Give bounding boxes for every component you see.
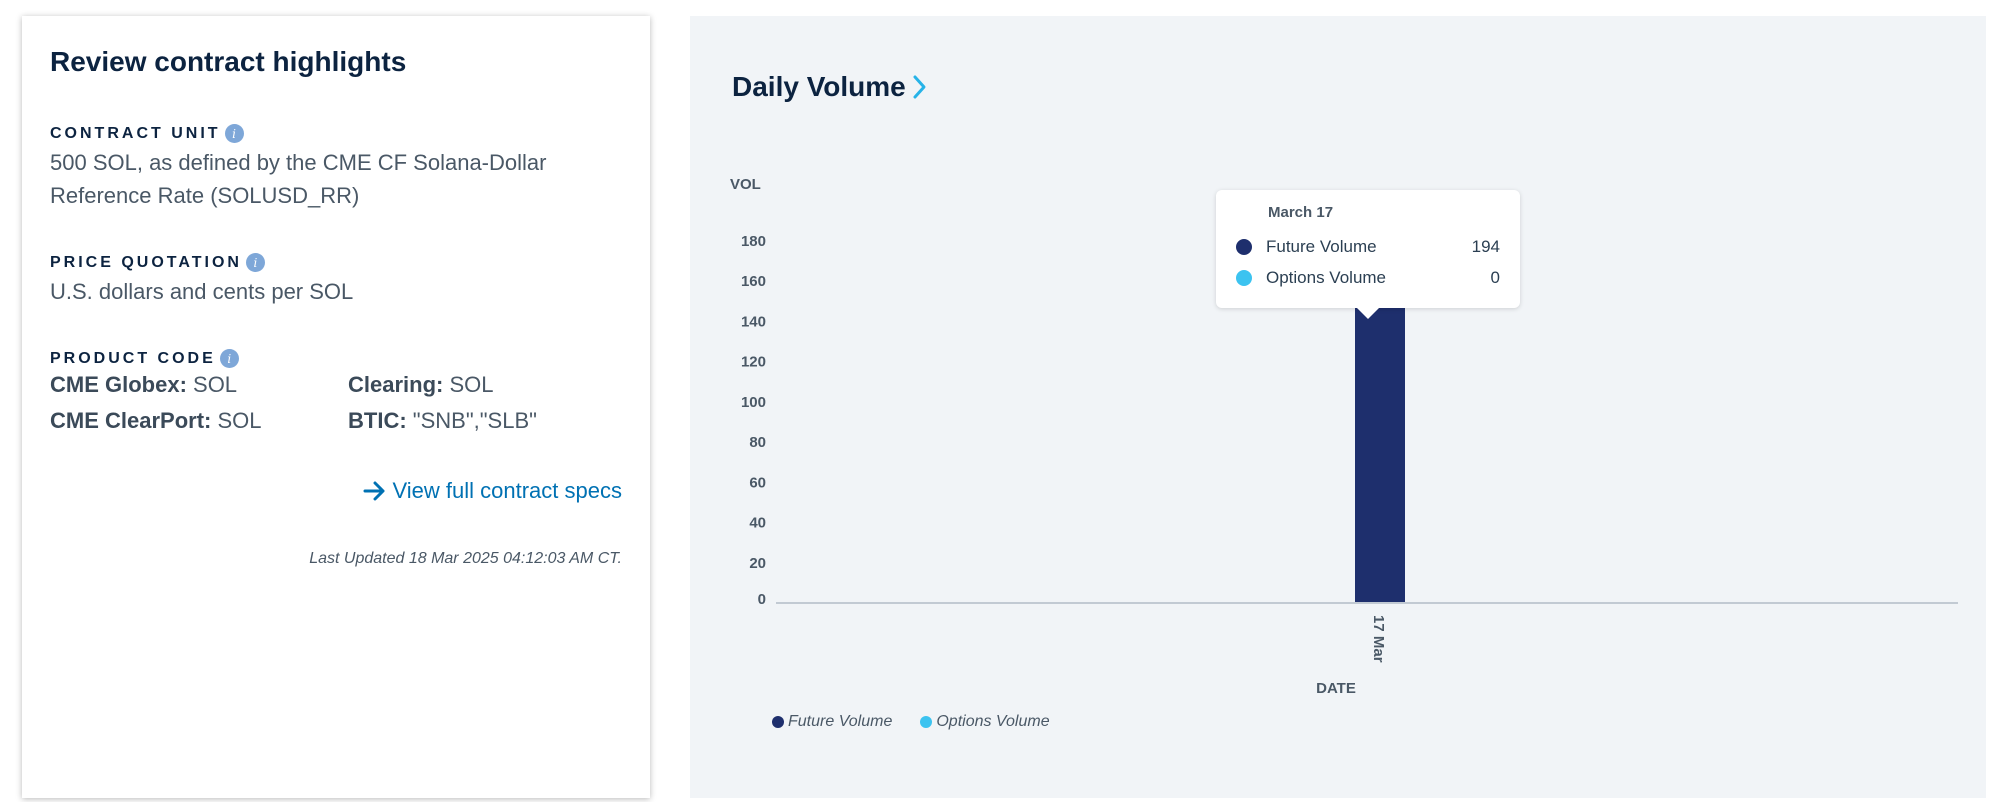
tooltip-row-options: Options Volume 0 bbox=[1236, 268, 1500, 288]
tooltip-dot-future bbox=[1236, 239, 1252, 255]
y-tick-label: 180 bbox=[741, 233, 766, 250]
globex-value: SOL bbox=[186, 372, 238, 397]
info-icon[interactable]: i bbox=[219, 349, 239, 368]
daily-volume-title[interactable]: Daily Volume bbox=[732, 71, 928, 103]
x-tick-label: 17 Mar bbox=[1370, 615, 1387, 663]
view-contract-specs-label[interactable]: View full contract specs bbox=[392, 478, 622, 503]
legend-label-options[interactable]: Options Volume bbox=[936, 713, 1050, 730]
y-tick-label: 160 bbox=[741, 273, 766, 290]
chart-tooltip: March 17 Future Volume 194 Options Volum… bbox=[1216, 190, 1520, 319]
arrow-right-icon bbox=[363, 481, 385, 501]
y-tick-label: 0 bbox=[758, 591, 766, 608]
clearing-code: Clearing: SOL bbox=[348, 372, 494, 398]
y-tick-label: 40 bbox=[749, 515, 766, 532]
tooltip-row-future: Future Volume 194 bbox=[1236, 237, 1500, 257]
y-tick-label: 140 bbox=[741, 313, 766, 330]
chevron-right-icon[interactable] bbox=[912, 74, 928, 100]
btic-value: "SNB","SLB" bbox=[406, 408, 537, 433]
globex-label: CME Globex: bbox=[50, 372, 187, 397]
y-tick-label: 20 bbox=[749, 555, 766, 572]
legend-dot-options bbox=[920, 716, 933, 728]
legend-dot-future bbox=[772, 716, 784, 728]
tooltip-value-options: 0 bbox=[1490, 268, 1500, 287]
legend-item-options[interactable]: Options Volume bbox=[920, 713, 1050, 731]
daily-volume-chart: 0 20 40 60 80 100 120 140 160 180 17 Mar VOL DATE bbox=[730, 176, 1958, 697]
daily-volume-title-text[interactable]: Daily Volume bbox=[732, 71, 906, 102]
contract-highlights-card: Review contract highlights CONTRACT UNIT… bbox=[22, 16, 650, 798]
tooltip-label-future: Future Volume bbox=[1266, 237, 1377, 256]
legend-item-future[interactable]: Future Volume bbox=[772, 713, 892, 731]
view-contract-specs-link[interactable]: View full contract specs bbox=[363, 478, 622, 504]
legend-label-future[interactable]: Future Volume bbox=[788, 713, 893, 730]
chart-legend: Future Volume Options Volume bbox=[772, 713, 1078, 731]
x-axis-label: DATE bbox=[1316, 680, 1356, 697]
price-quotation-label-text: PRICE QUOTATION bbox=[50, 253, 242, 271]
daily-volume-panel: Daily Volume 0 20 40 60 80 100 120 140 160 180 17… bbox=[690, 16, 1986, 798]
contract-unit-label-text: CONTRACT UNIT bbox=[50, 124, 221, 142]
clearing-label: Clearing: bbox=[348, 372, 444, 397]
price-quotation-text: U.S. dollars and cents per SOL bbox=[50, 279, 354, 304]
tooltip-dot-options bbox=[1236, 270, 1252, 286]
x-axis: 17 Mar bbox=[1370, 615, 1387, 663]
tooltip-title: March 17 bbox=[1268, 204, 1334, 221]
y-tick-label: 100 bbox=[741, 394, 766, 411]
clearing-value: SOL bbox=[443, 372, 494, 397]
info-icon[interactable]: i bbox=[224, 124, 244, 143]
last-updated-text: Last Updated 18 Mar 2025 04:12:03 AM CT. bbox=[309, 550, 622, 567]
contract-unit-text: 500 SOL, as defined by the CME CF Solana… bbox=[50, 150, 547, 208]
card-title: Review contract highlights bbox=[50, 46, 407, 77]
clearport-code: CME ClearPort: SOL bbox=[50, 408, 262, 434]
product-code-label-text: PRODUCT CODE bbox=[50, 349, 216, 367]
contract-unit-label: CONTRACT UNIT i bbox=[50, 124, 244, 143]
info-icon[interactable]: i bbox=[245, 253, 265, 272]
globex-code: CME Globex: SOL bbox=[50, 372, 237, 398]
btic-code: BTIC: "SNB","SLB" bbox=[348, 408, 537, 434]
y-tick-label: 120 bbox=[741, 354, 766, 371]
y-axis-label: VOL bbox=[730, 176, 761, 193]
y-axis: 0 20 40 60 80 100 120 140 160 180 bbox=[741, 233, 766, 608]
clearport-label: CME ClearPort: bbox=[50, 408, 212, 433]
tooltip-label-options: Options Volume bbox=[1266, 268, 1387, 287]
price-quotation-label: PRICE QUOTATION i bbox=[50, 253, 265, 272]
y-tick-label: 60 bbox=[749, 474, 766, 491]
y-tick-label: 80 bbox=[749, 434, 766, 451]
tooltip-value-future: 194 bbox=[1471, 237, 1500, 256]
product-code-label: PRODUCT CODE i bbox=[50, 349, 239, 368]
btic-label: BTIC: bbox=[348, 408, 407, 433]
clearport-value: SOL bbox=[211, 408, 262, 433]
